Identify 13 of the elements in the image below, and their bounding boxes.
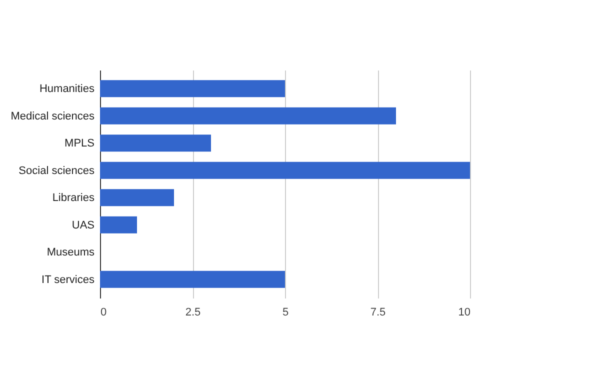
y-tick-label: Medical sciences [10,110,95,122]
x-tick-label: 2.5 [185,306,201,318]
y-tick-label: IT services [42,274,95,286]
x-tick-label: 7.5 [370,306,386,318]
x-tick-label: 10 [458,306,470,318]
y-tick-label: Libraries [52,192,95,204]
y-tick-label: MPLS [64,138,94,150]
x-tick-label: 5 [282,306,289,318]
y-tick-label: Humanities [39,83,95,96]
y-tick-label: UAS [72,219,94,232]
x-tick-label: 0 [100,306,107,318]
y-tick-label: Social sciences [18,164,95,177]
y-tick-label: Museums [46,246,95,259]
